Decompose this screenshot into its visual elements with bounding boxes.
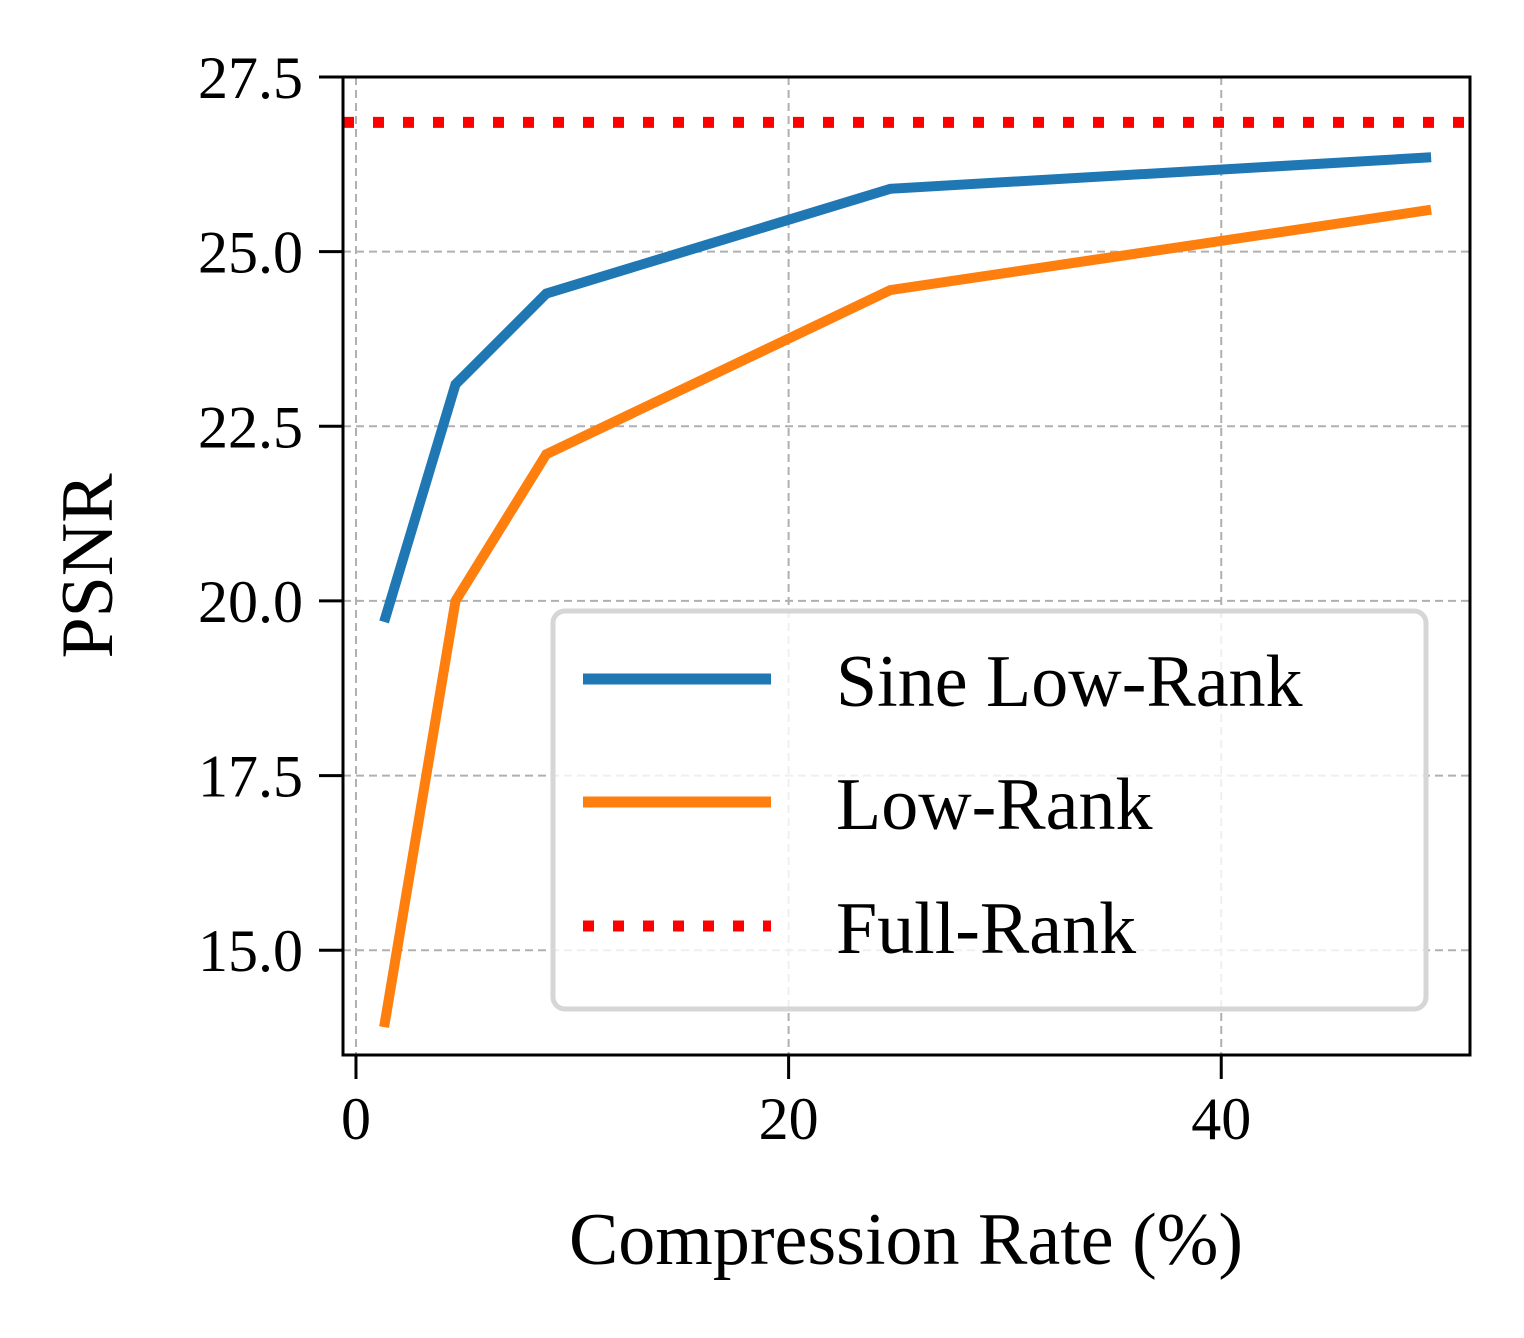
y-tick-label: 17.5 bbox=[198, 744, 303, 810]
legend-entry-full-rank: Full-Rank bbox=[583, 888, 1136, 970]
x-tick-label: 0 bbox=[341, 1086, 371, 1152]
y-tick-label: 20.0 bbox=[198, 569, 303, 635]
legend-label-full-rank: Full-Rank bbox=[836, 888, 1136, 970]
plot-series bbox=[343, 116, 1470, 1028]
low-rank-line bbox=[379, 204, 1432, 1028]
legend-label-low-rank: Low-Rank bbox=[836, 764, 1153, 846]
plot-area-frame bbox=[341, 75, 1472, 1057]
legend-entry-low-rank: Low-Rank bbox=[583, 764, 1153, 846]
y-axis-label: PSNR bbox=[47, 473, 129, 659]
legend-box bbox=[550, 608, 1429, 1012]
legend: Sine Low-Rank Low-Rank Full-Rank bbox=[550, 608, 1429, 1012]
legend-entry-sine-low-rank: Sine Low-Rank bbox=[583, 641, 1303, 723]
x-axis-label: Compression Rate (%) bbox=[569, 1199, 1243, 1281]
y-tick-label: 15.0 bbox=[198, 918, 303, 984]
y-tick-label: 27.5 bbox=[198, 45, 303, 111]
y-tick-label: 22.5 bbox=[198, 394, 303, 460]
axes: 0 20 40 15.0 17.5 20.0 22.5 25.0 27.5 bbox=[198, 45, 1251, 1152]
x-tick-label: 20 bbox=[759, 1086, 819, 1152]
x-tick-label: 40 bbox=[1191, 1086, 1251, 1152]
sine-low-rank-line bbox=[379, 152, 1432, 624]
legend-label-sine-low-rank: Sine Low-Rank bbox=[836, 641, 1303, 723]
y-tick-label: 25.0 bbox=[198, 220, 303, 286]
grid-lines bbox=[343, 76, 1470, 1055]
